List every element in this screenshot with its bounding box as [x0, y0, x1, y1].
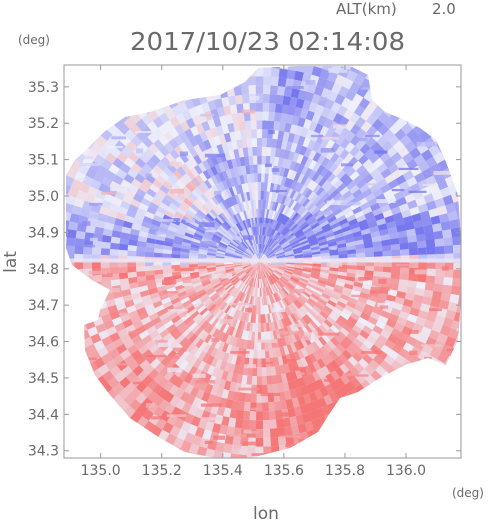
y-tick-label: 34.5: [28, 371, 59, 387]
altitude-value: 2.0: [432, 0, 456, 18]
y-tick-label: 35.0: [28, 189, 59, 205]
x-axis: 135.0 135.2 135.4 135.6 135.8 136.0: [81, 65, 426, 479]
y-tick-label: 34.6: [28, 335, 59, 351]
y-tick-label: 34.4: [28, 407, 59, 423]
y-tick-label: 35.1: [28, 153, 59, 169]
x-tick-label: 135.6: [264, 463, 304, 479]
y-tick-label: 35.2: [28, 116, 59, 132]
y-tick-label: 34.3: [28, 444, 59, 460]
altitude-label: ALT(km): [336, 0, 397, 18]
x-tick-label: 135.2: [142, 463, 182, 479]
y-tick-label: 34.8: [28, 262, 59, 278]
x-unit-label: (deg): [452, 486, 484, 500]
y-axis-title: lat: [1, 251, 21, 273]
x-tick-label: 135.4: [203, 463, 243, 479]
chart-title: 2017/10/23 02:14:08: [130, 27, 405, 56]
y-unit-label: (deg): [18, 33, 50, 47]
y-tick-label: 34.7: [28, 298, 59, 314]
y-tick-label: 35.3: [28, 80, 59, 96]
x-tick-label: 135.8: [325, 463, 365, 479]
y-axis: 34.3 34.4 34.5 34.6 34.7 34.8 34.9 35.0 35.1 35.2…: [28, 80, 461, 460]
x-tick-label: 135.0: [81, 463, 121, 479]
x-axis-title: lon: [253, 504, 279, 521]
y-tick-label: 34.9: [28, 225, 59, 241]
x-tick-label: 136.0: [386, 463, 426, 479]
radar-echo-field: [66, 66, 461, 458]
plot-frame: [63, 64, 462, 459]
